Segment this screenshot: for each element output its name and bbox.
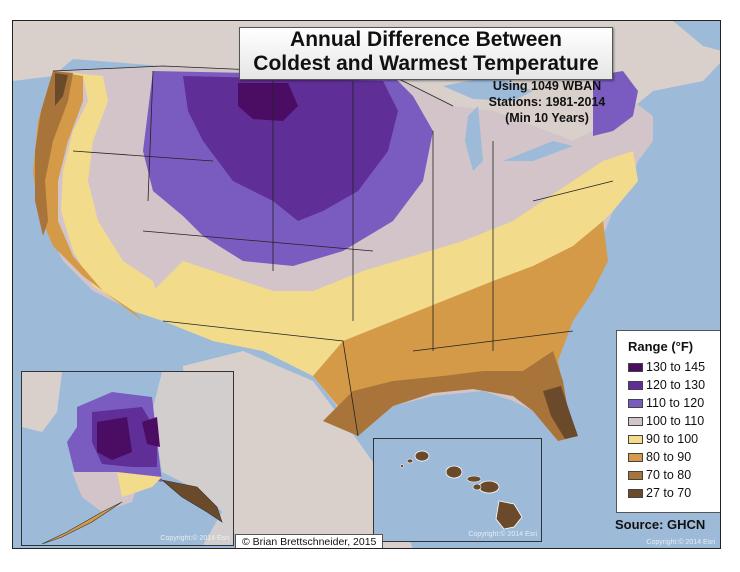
- legend-label: 120 to 130: [646, 378, 706, 392]
- legend-item: 110 to 120: [628, 394, 720, 412]
- map-frame: Annual Difference Between Coldest and Wa…: [12, 20, 721, 549]
- source-label: Source: GHCN: [615, 517, 706, 532]
- legend-item: 90 to 100: [628, 430, 720, 448]
- alaska-inset: Copyright:© 2014 Esri: [21, 371, 234, 546]
- subtitle-line-3: (Min 10 Years): [505, 111, 589, 125]
- legend-swatch: [628, 362, 643, 372]
- legend-label: 70 to 80: [646, 468, 692, 482]
- legend-label: 90 to 100: [646, 432, 699, 446]
- main-copyright: Copyright:© 2014 Esri: [646, 539, 715, 546]
- legend-title: Range (°F): [628, 339, 694, 354]
- legend-label: 100 to 110: [646, 414, 705, 428]
- hawaii-copyright: Copyright:© 2014 Esri: [468, 531, 537, 538]
- legend-label: 110 to 120: [646, 396, 705, 410]
- subtitle-line-2: Stations: 1981-2014: [488, 95, 606, 109]
- hawaii-inset: Copyright:© 2014 Esri: [373, 438, 542, 542]
- legend-item: 27 to 70: [628, 484, 720, 502]
- subtitle-line-1: Using 1049 WBAN: [492, 79, 602, 93]
- legend-item: 80 to 90: [628, 448, 720, 466]
- legend: Range (°F) 130 to 145 120 to 130 110 to …: [616, 330, 720, 513]
- map-title: Annual Difference Between Coldest and Wa…: [239, 27, 613, 80]
- legend-item: 120 to 130: [628, 376, 720, 394]
- legend-item: 70 to 80: [628, 466, 720, 484]
- author-credit: © Brian Brettschneider, 2015: [235, 534, 384, 548]
- title-line-1: Annual Difference Between: [290, 28, 562, 51]
- title-line-2: Coldest and Warmest Temperature: [253, 52, 599, 75]
- legend-swatch: [628, 398, 643, 408]
- alaska-copyright: Copyright:© 2014 Esri: [160, 535, 229, 542]
- legend-swatch: [628, 380, 643, 390]
- contiguous-us-map: [13, 21, 720, 548]
- legend-swatch: [628, 470, 643, 480]
- hawaii-map: [400, 450, 523, 530]
- legend-item: 130 to 145: [628, 358, 720, 376]
- alaska-map: [22, 372, 233, 545]
- legend-swatch: [628, 434, 643, 444]
- legend-label: 27 to 70: [646, 486, 692, 500]
- legend-swatch: [628, 452, 643, 462]
- legend-swatch: [628, 416, 643, 426]
- map-subtitle: Using 1049 WBAN Stations: 1981-2014 (Min…: [467, 78, 627, 126]
- legend-label: 80 to 90: [646, 450, 692, 464]
- legend-label: 130 to 145: [646, 360, 706, 374]
- legend-item: 100 to 110: [628, 412, 720, 430]
- legend-swatch: [628, 488, 643, 498]
